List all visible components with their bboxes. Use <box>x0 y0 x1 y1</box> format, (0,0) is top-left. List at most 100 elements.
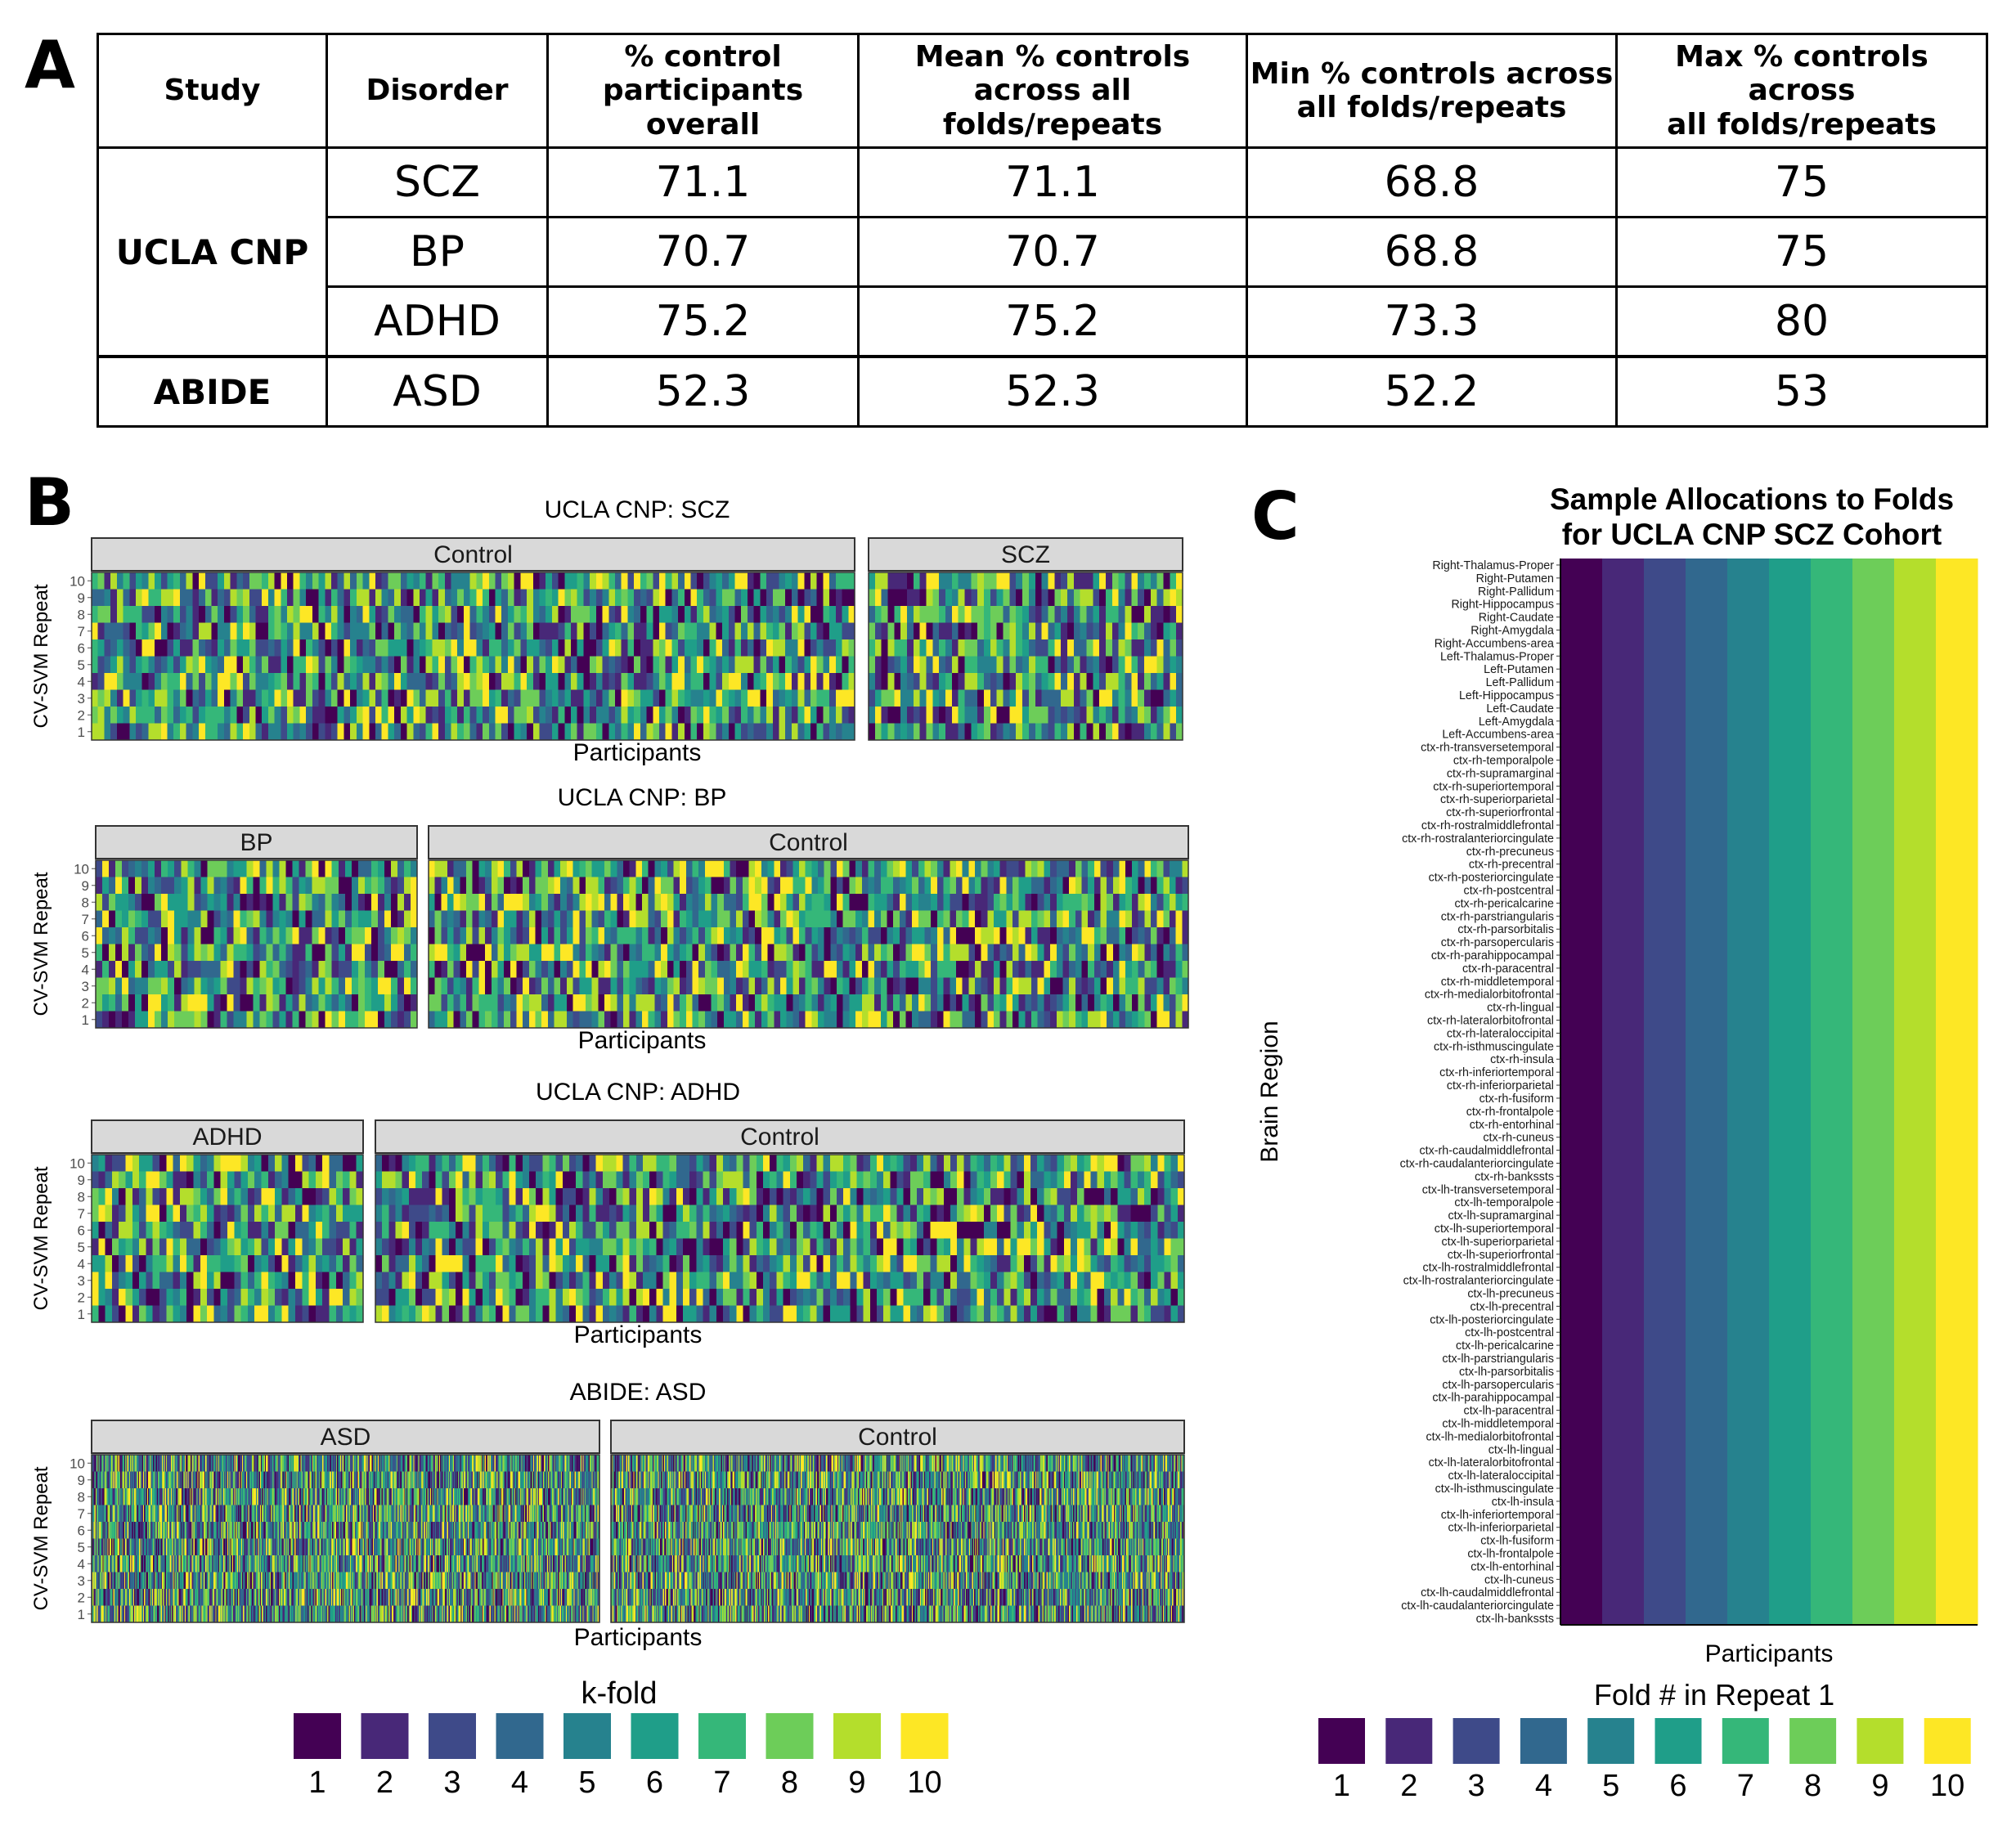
heatmap-cell <box>824 927 831 945</box>
heatmap-cell <box>1077 1188 1084 1206</box>
heatmap-cell <box>451 689 458 707</box>
heatmap-cell <box>730 1222 737 1240</box>
heatmap-cell <box>425 723 433 741</box>
heatmap-cell <box>1143 572 1152 590</box>
heatmap-cell <box>135 723 143 741</box>
heatmap-cell <box>595 689 604 707</box>
heatmap-cell <box>730 944 737 962</box>
heatmap-cell <box>343 1255 350 1273</box>
heatmap-cell <box>564 589 572 607</box>
heatmap-cell <box>836 1305 844 1323</box>
heatmap-cell <box>716 656 723 674</box>
heatmap-cell <box>262 639 269 657</box>
heatmap-cell <box>763 1255 770 1273</box>
heatmap-cell <box>254 1272 263 1290</box>
heatmap-cell <box>482 1205 490 1223</box>
heatmap-cell <box>463 689 471 707</box>
heatmap-cell <box>218 622 225 640</box>
heatmap-cell <box>791 673 799 691</box>
heatmap-cell <box>213 1155 222 1173</box>
heatmap-cell <box>564 707 572 725</box>
heatmap-cell <box>233 894 241 912</box>
heatmap-cell <box>648 860 655 878</box>
heatmap-cell <box>403 877 411 895</box>
heatmap-cell <box>462 1272 470 1290</box>
heatmap-cell <box>1003 656 1011 674</box>
heatmap-cell <box>109 1011 116 1029</box>
heatmap-cell <box>749 1222 757 1240</box>
heatmap-cell <box>377 977 385 995</box>
heatmap-cell <box>716 707 723 725</box>
heatmap-cell <box>569 1171 577 1189</box>
heatmap-cell <box>696 1155 704 1173</box>
heatmap-cell <box>211 639 218 657</box>
heatmap-cell <box>129 589 137 607</box>
heatmap-cell <box>583 656 590 674</box>
heatmap-cell <box>152 1222 160 1240</box>
heatmap-cell <box>159 1272 167 1290</box>
heatmap-cell <box>755 944 762 962</box>
heatmap-cell <box>983 1222 991 1240</box>
heatmap-cell <box>98 1155 106 1173</box>
heatmap-cell <box>1086 572 1093 590</box>
heatmap-cell <box>155 977 162 995</box>
heatmap-cell <box>466 910 474 928</box>
heatmap-cell <box>1176 707 1183 725</box>
heatmap-cell <box>390 944 398 962</box>
heatmap-cell <box>893 927 900 945</box>
heatmap-cell <box>936 1222 945 1240</box>
heatmap-cell <box>1086 689 1093 707</box>
heatmap-cell <box>1050 1011 1057 1029</box>
heatmap-cell <box>152 1238 160 1256</box>
heatmap-cell <box>160 589 168 607</box>
heatmap-cell <box>102 961 110 979</box>
heatmap-cell <box>249 656 257 674</box>
heatmap-cell <box>1169 944 1177 962</box>
table-row: ABIDE ASD 52.3 52.3 52.2 53 <box>97 355 1988 428</box>
heatmap-cell <box>621 707 629 725</box>
heatmap-cell <box>747 707 755 725</box>
heatmap-cell <box>457 589 465 607</box>
heatmap-cell <box>785 673 792 691</box>
heatmap-cell <box>984 639 991 657</box>
heatmap-cell <box>174 877 182 895</box>
heatmap-cell <box>173 707 181 725</box>
heatmap-cell <box>816 656 824 674</box>
heatmap-cell <box>295 1255 303 1273</box>
heatmap-cell <box>1037 894 1045 912</box>
heatmap-cell <box>709 656 716 674</box>
heatmap-cell <box>331 606 339 624</box>
heatmap-cell <box>665 606 672 624</box>
heatmap-cell <box>585 961 593 979</box>
heatmap-cell <box>577 606 585 624</box>
heatmap-cell <box>987 910 995 928</box>
heatmap-cell <box>1111 606 1120 624</box>
heatmap-cell <box>207 1011 214 1029</box>
heatmap-cell <box>996 622 1004 640</box>
heatmap-cell <box>356 1188 364 1206</box>
heatmap-cell <box>141 589 149 607</box>
heatmap-cell <box>281 1238 290 1256</box>
heatmap-cell <box>797 656 805 674</box>
heatmap-cell <box>520 707 528 725</box>
heatmap-cell <box>562 1171 570 1189</box>
heatmap-cell <box>1118 639 1126 657</box>
heatmap-cell <box>234 1289 242 1307</box>
heatmap-cell <box>560 994 568 1012</box>
heatmap-cell <box>186 1205 195 1223</box>
y-tick-label: 3 <box>78 1273 85 1289</box>
heatmap-cell <box>653 707 660 725</box>
heatmap-cell <box>890 1305 898 1323</box>
heatmap-cell <box>267 639 276 657</box>
heatmap-cell <box>422 1238 429 1256</box>
heatmap-cell <box>583 622 590 640</box>
heatmap-cell <box>569 1222 577 1240</box>
heatmap-cell <box>558 606 565 624</box>
heatmap-cell <box>453 860 460 878</box>
heatmap-cell <box>135 927 142 945</box>
heatmap-cell <box>977 673 985 691</box>
heatmap-cell <box>377 860 385 878</box>
heatmap-cell <box>579 961 586 979</box>
heatmap-cell <box>109 860 116 878</box>
heatmap-cell <box>1077 1238 1084 1256</box>
